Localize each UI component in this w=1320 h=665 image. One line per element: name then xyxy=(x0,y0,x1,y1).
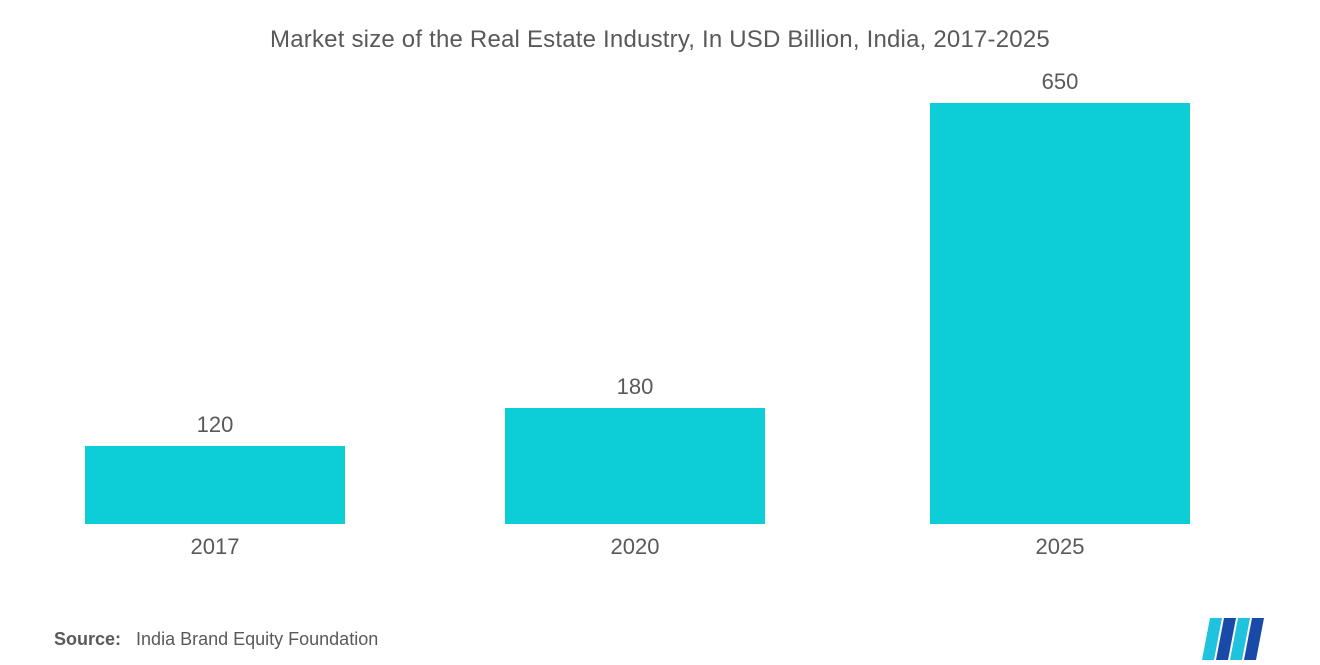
chart-container: Market size of the Real Estate Industry,… xyxy=(0,0,1320,665)
x-axis: 2017 2020 2025 xyxy=(50,530,1270,570)
x-axis-label: 2025 xyxy=(930,534,1190,560)
bar xyxy=(505,408,765,524)
source-text: India Brand Equity Foundation xyxy=(136,629,378,649)
value-label: 180 xyxy=(505,374,765,400)
bar-group: 650 xyxy=(930,69,1190,524)
source-label: Source: xyxy=(54,629,121,649)
logo-stripes-icon xyxy=(1202,618,1264,660)
value-label: 120 xyxy=(85,412,345,438)
value-label: 650 xyxy=(930,69,1190,95)
bar xyxy=(930,103,1190,524)
brand-logo-icon xyxy=(1202,618,1266,660)
bar-group: 180 xyxy=(505,374,765,524)
source-line: Source: India Brand Equity Foundation xyxy=(54,629,378,650)
bar xyxy=(85,446,345,524)
x-axis-label: 2020 xyxy=(505,534,765,560)
plot-area: 120 180 650 xyxy=(50,84,1270,524)
bar-group: 120 xyxy=(85,412,345,524)
x-axis-label: 2017 xyxy=(85,534,345,560)
chart-title: Market size of the Real Estate Industry,… xyxy=(50,26,1270,54)
footer: Source: India Brand Equity Foundation xyxy=(50,618,1270,660)
